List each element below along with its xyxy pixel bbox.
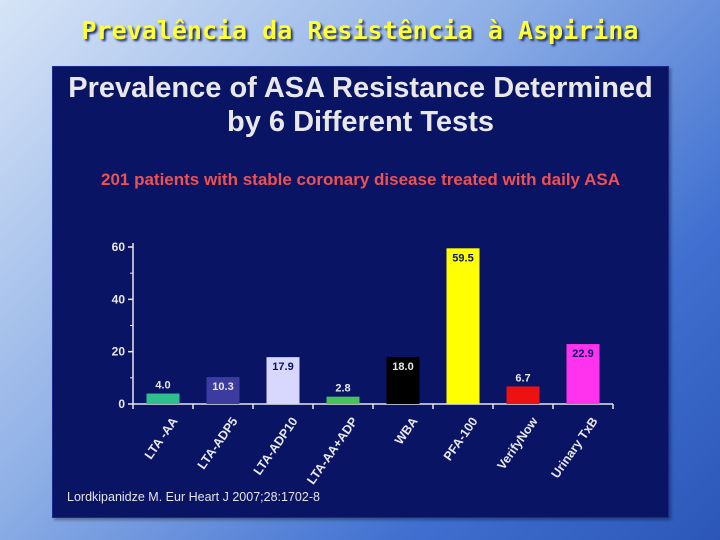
category-label-0: LTA -AA	[142, 415, 181, 462]
chart-subtitle: 201 patients with stable coronary diseas…	[101, 170, 620, 189]
bar-1	[206, 377, 240, 404]
chart-title: Prevalence of ASA Resistance Determined …	[68, 72, 653, 138]
bar-4	[386, 356, 420, 404]
data-label-1: 10.3	[212, 381, 233, 393]
data-label-4: 18.0	[392, 361, 413, 373]
data-label-7: 22.9	[572, 348, 593, 360]
y-tick-label: 20	[112, 345, 126, 359]
bar-2	[266, 357, 300, 404]
category-label-5: PFA-100	[441, 415, 481, 463]
data-label-2: 17.9	[272, 361, 293, 373]
chart-panel: Prevalence of ASA Resistance Determined …	[52, 66, 669, 518]
y-tick-label: 0	[118, 397, 125, 411]
category-label-1: LTA-ADP5	[195, 415, 241, 472]
y-tick-label: 40	[112, 292, 126, 306]
category-label-3: LTA-AA+ADP	[304, 415, 360, 487]
bar-3	[326, 396, 360, 404]
category-label-4: WBA	[392, 415, 421, 447]
category-label-7: Urinary TxB	[549, 415, 601, 481]
citation: Lordkipanidze M. Eur Heart J 2007;28:170…	[67, 490, 320, 504]
data-label-3: 2.8	[335, 383, 350, 395]
bar-5	[446, 248, 480, 404]
data-label-6: 6.7	[515, 372, 530, 384]
bar-6	[506, 386, 540, 404]
bar-0	[146, 393, 180, 404]
category-label-6: VerifyNow	[494, 414, 540, 472]
slide-title: Prevalência da Resistência à Aspirina	[81, 16, 639, 45]
data-label-0: 4.0	[155, 380, 170, 392]
bar-7	[566, 344, 600, 404]
category-label-2: LTA-ADP10	[251, 415, 301, 478]
y-tick-label: 60	[112, 240, 126, 254]
bar-chart: 0 20 40 60 4.0 LTA -AA 10.3 LTA-ADP5 17.9 LTA-ADP…	[112, 240, 614, 487]
data-label-5: 59.5	[452, 252, 473, 264]
